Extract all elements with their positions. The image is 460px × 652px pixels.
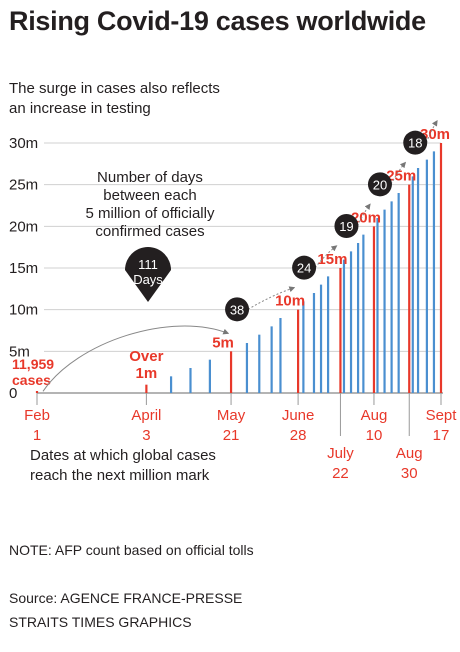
- interval-days: 19: [339, 219, 353, 234]
- date-label-day: 30: [401, 465, 418, 482]
- date-label-month: Feb: [24, 407, 50, 424]
- interval-days: 20: [373, 177, 387, 192]
- chart-plot: 0 5m 10m 15m 20m 25m 30m Feb 1 April 3 May 21 June 28 J…: [9, 119, 458, 482]
- date-label-day: 21: [223, 427, 240, 444]
- interval-arrow: [390, 161, 407, 185]
- milestone-label: Over: [129, 348, 163, 365]
- interval-days-unit: Days: [133, 272, 163, 287]
- milestone-label: 5m: [212, 334, 234, 351]
- interval-days: 38: [230, 302, 244, 317]
- y-tick-label: 15m: [9, 260, 38, 277]
- date-label-day: 10: [366, 427, 383, 444]
- date-label-month: June: [282, 407, 315, 424]
- date-label-day: 17: [433, 427, 450, 444]
- date-note-line2: reach the next million mark: [30, 467, 210, 484]
- chart-title: Rising Covid-19 cases worldwide: [9, 6, 426, 36]
- y-tick-label: 25m: [9, 177, 38, 194]
- y-tick-label: 10m: [9, 302, 38, 319]
- date-label-day: 28: [290, 427, 307, 444]
- intervals-caption: between each: [103, 187, 196, 204]
- interval-days: 24: [297, 261, 311, 276]
- milestone-label: 15m: [317, 251, 347, 268]
- interval-badge: [292, 255, 317, 280]
- date-label-month: Sept: [426, 407, 458, 424]
- date-note-line1: Dates at which global cases: [30, 447, 216, 464]
- milestone-label: 1m: [136, 365, 158, 382]
- interval-arrow: [314, 245, 338, 268]
- interval-badge: [225, 297, 250, 322]
- date-label-day: 1: [33, 427, 41, 444]
- y-tick-label: 20m: [9, 218, 38, 235]
- date-label-month: May: [217, 407, 246, 424]
- intervals-caption: Number of days: [97, 169, 203, 186]
- date-label-day: 22: [332, 465, 349, 482]
- source-line1: Source: AGENCE FRANCE-PRESSE: [9, 590, 243, 606]
- date-label-month: Aug: [361, 407, 388, 424]
- date-label-day: 3: [142, 427, 150, 444]
- milestone-label: 25m: [386, 168, 416, 185]
- interval-badge: [403, 130, 428, 155]
- milestone-label: cases: [12, 372, 51, 388]
- source-line2: STRAITS TIMES GRAPHICS: [9, 614, 192, 630]
- intervals-caption: 5 million of officially: [86, 205, 215, 222]
- milestone-label: 10m: [275, 293, 305, 310]
- y-tick-label: 5m: [9, 343, 30, 360]
- date-label-month: July: [327, 445, 354, 462]
- y-tick-label: 30m: [9, 135, 38, 152]
- milestone-label: 20m: [351, 209, 381, 226]
- chart-subtitle-line1: The surge in cases also reflects: [9, 80, 220, 97]
- interval-days: 111: [138, 257, 158, 272]
- chart-subtitle-line2: an increase in testing: [9, 100, 151, 117]
- intervals-caption: confirmed cases: [95, 223, 204, 240]
- interval-badge: [334, 214, 359, 238]
- interval-days: 18: [408, 136, 422, 151]
- y-tick-label: 0: [9, 385, 17, 402]
- date-label-month: Aug: [396, 445, 423, 462]
- milestone-label: 11,959: [12, 356, 54, 372]
- interval-pin: [125, 247, 171, 302]
- milestone-label: 30m: [420, 126, 450, 143]
- interval-arrow: [247, 286, 296, 310]
- interval-badge: [367, 172, 392, 197]
- interval-arrow: [425, 119, 438, 143]
- interval-arrow: [42, 325, 230, 392]
- date-label-month: April: [131, 407, 161, 424]
- note-text: NOTE: AFP count based on official tolls: [9, 542, 254, 558]
